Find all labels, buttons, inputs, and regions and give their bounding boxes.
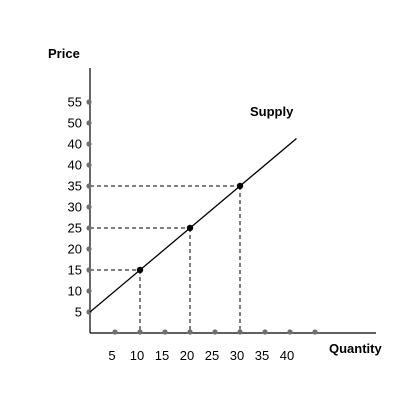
y-tick-label: 50	[68, 116, 82, 131]
y-tick-label: 55	[68, 95, 82, 110]
x-tick-label: 15	[155, 348, 169, 363]
supply-curve-label: Supply	[250, 104, 294, 119]
x-axis-dot	[212, 329, 217, 334]
supply-point	[237, 183, 243, 189]
x-axis-dot	[137, 329, 142, 334]
y-axis-dot	[86, 120, 91, 125]
y-axis-dot	[86, 141, 91, 146]
y-axis-dot	[86, 246, 91, 251]
y-tick-label: 5	[75, 305, 82, 320]
x-tick-label: 5	[108, 348, 115, 363]
y-axis-dot	[86, 267, 91, 272]
x-axis-dot	[287, 329, 292, 334]
supply-point	[187, 225, 193, 231]
y-tick-label: 40	[68, 158, 82, 173]
supply-point	[137, 267, 143, 273]
x-axis-dot	[112, 329, 117, 334]
supply-curve-line	[90, 139, 297, 312]
y-tick-label: 35	[68, 179, 82, 194]
x-axis-label: Quantity	[329, 341, 382, 356]
labels: Price Quantity Supply	[48, 46, 382, 356]
axes	[90, 68, 376, 333]
y-axis-dot	[86, 183, 91, 188]
y-tick-label: 25	[68, 221, 82, 236]
x-axis-dot	[187, 329, 192, 334]
y-axis-dot	[86, 204, 91, 209]
x-tick-label: 35	[255, 348, 269, 363]
axis-dots	[86, 99, 317, 334]
y-tick-label: 30	[68, 200, 82, 215]
x-axis-dot	[262, 329, 267, 334]
series-layer	[90, 139, 297, 312]
y-axis-dot	[86, 288, 91, 293]
y-tick-label: 10	[68, 284, 82, 299]
x-axis-dot	[237, 329, 242, 334]
y-tick-label: 40	[68, 137, 82, 152]
y-axis-dot	[86, 162, 91, 167]
y-axis-dot	[86, 99, 91, 104]
guide-lines	[90, 186, 240, 333]
y-axis-dot	[86, 225, 91, 230]
x-axis-dot	[162, 329, 167, 334]
x-tick-label: 30	[230, 348, 244, 363]
x-tick-label: 10	[130, 348, 144, 363]
y-tick-label: 20	[68, 242, 82, 257]
x-tick-label: 25	[205, 348, 219, 363]
y-axis-label: Price	[48, 46, 80, 61]
y-tick-label: 15	[68, 263, 82, 278]
x-axis-dot	[312, 329, 317, 334]
x-tick-label: 20	[180, 348, 194, 363]
x-tick-label: 40	[280, 348, 294, 363]
